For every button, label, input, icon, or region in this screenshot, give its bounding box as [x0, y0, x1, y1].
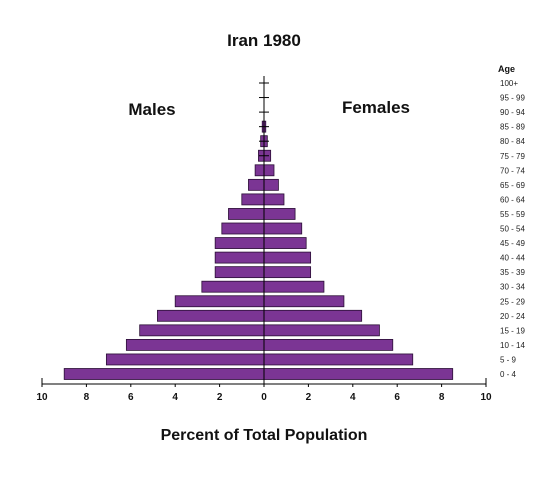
x-tick-label: 10: [480, 392, 492, 403]
age-label-45-49: 45 - 49: [500, 239, 525, 248]
age-label-65-69: 65 - 69: [500, 181, 525, 190]
x-tick-label: 8: [439, 392, 445, 403]
female-bar-20-24: [263, 309, 363, 322]
male-bar-55-59: [228, 208, 265, 220]
age-label-85-89: 85 - 89: [500, 123, 525, 132]
female-bar-10-14: [263, 338, 394, 351]
female-bar-25-29: [263, 295, 345, 308]
male-bar-70-74: [254, 164, 265, 177]
male-bar-5-9: [105, 353, 265, 366]
x-axis-ticks: 10 8 6 4 2 0 2 4 6 8 10: [36, 378, 492, 403]
age-label-15-19: 15 - 19: [500, 326, 525, 335]
male-bar-45-49: [214, 237, 265, 249]
x-tick-label: 10: [36, 392, 48, 403]
age-label-25-29: 25 - 29: [500, 297, 525, 306]
age-labels: 0 - 4 5 - 9 10 - 14 15 - 19 20 - 24 25 - 29 30…: [500, 79, 525, 379]
axes: [42, 76, 486, 385]
male-bar-10-14: [125, 338, 265, 351]
male-bar-60-64: [241, 193, 265, 206]
x-tick-label: 2: [306, 392, 312, 403]
age-label-90-94: 90 - 94: [500, 108, 525, 117]
x-tick-label: 4: [172, 392, 178, 403]
age-label-100+: 100+: [500, 79, 518, 88]
female-bar-60-64: [263, 193, 285, 206]
x-tick-label: 8: [84, 392, 90, 403]
x-tick-label: 0: [261, 392, 267, 403]
females-label: Females: [342, 98, 410, 117]
female-bar-5-9: [263, 353, 414, 366]
age-label-95-99: 95 - 99: [500, 94, 525, 103]
male-bar-20-24: [157, 309, 265, 322]
age-label-10-14: 10 - 14: [500, 341, 525, 350]
age-axis-title: Age: [498, 64, 515, 74]
male-bar-65-69: [248, 178, 265, 191]
male-bars: [63, 120, 265, 380]
age-label-50-54: 50 - 54: [500, 225, 525, 234]
x-tick-label: 2: [217, 392, 223, 403]
male-bar-30-34: [201, 280, 265, 293]
age-label-35-39: 35 - 39: [500, 268, 525, 277]
age-label-5-9: 5 - 9: [500, 355, 517, 364]
female-bar-55-59: [263, 208, 296, 220]
chart-title: Iran 1980: [227, 31, 301, 50]
age-label-75-79: 75 - 79: [500, 152, 525, 161]
x-tick-label: 6: [394, 392, 400, 403]
male-bar-25-29: [174, 295, 265, 308]
age-label-70-74: 70 - 74: [500, 166, 525, 175]
males-label: Males: [128, 100, 175, 119]
age-label-0-4: 0 - 4: [500, 370, 517, 379]
female-bars: [263, 120, 454, 380]
female-bar-45-49: [263, 237, 307, 249]
female-bar-40-44: [263, 251, 312, 264]
male-bar-0-4: [63, 368, 265, 380]
age-label-80-84: 80 - 84: [500, 137, 525, 146]
female-bar-50-54: [263, 222, 303, 235]
female-bar-70-74: [263, 164, 275, 177]
age-label-40-44: 40 - 44: [500, 254, 525, 263]
female-bar-65-69: [263, 178, 279, 191]
male-bar-15-19: [139, 324, 265, 337]
female-bar-15-19: [263, 324, 380, 337]
x-axis-label: Percent of Total Population: [161, 427, 368, 444]
age-label-55-59: 55 - 59: [500, 210, 525, 219]
age-label-30-34: 30 - 34: [500, 283, 525, 292]
x-tick-label: 6: [128, 392, 134, 403]
age-label-20-24: 20 - 24: [500, 312, 525, 321]
female-bar-30-34: [263, 280, 325, 293]
female-bar-35-39: [263, 266, 312, 279]
male-bar-50-54: [221, 222, 265, 235]
age-label-60-64: 60 - 64: [500, 195, 525, 204]
female-bar-0-4: [263, 368, 454, 380]
x-tick-label: 4: [350, 392, 356, 403]
male-bar-40-44: [214, 251, 265, 264]
male-bar-35-39: [214, 266, 265, 279]
